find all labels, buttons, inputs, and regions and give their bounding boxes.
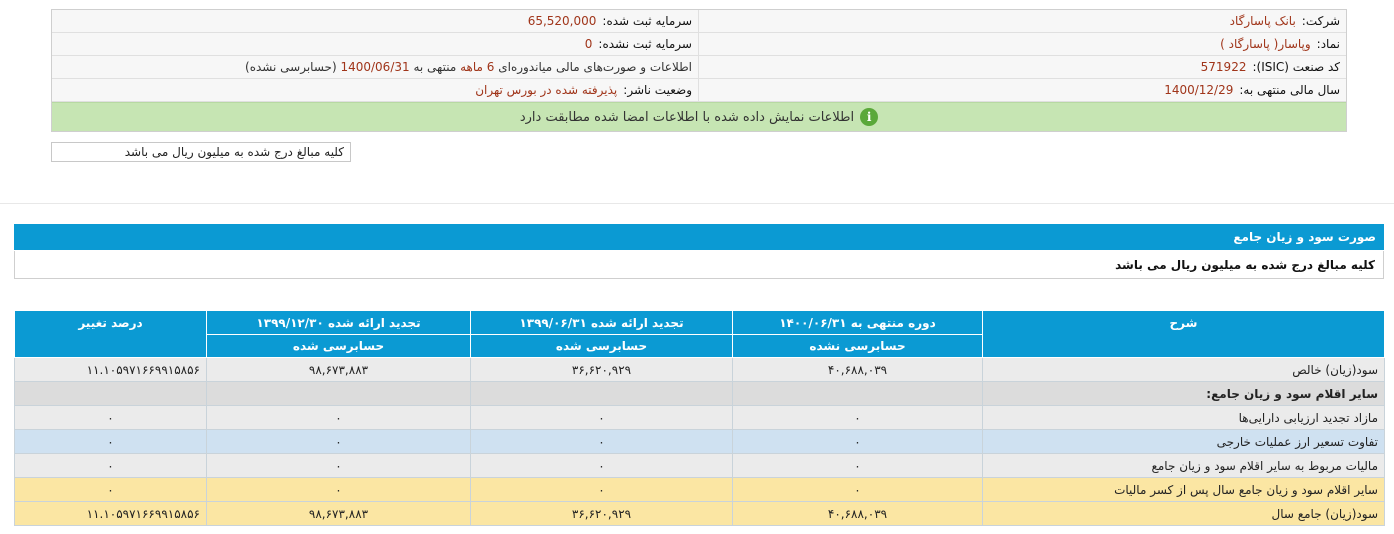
- row-value-col2: ۰: [470, 429, 733, 454]
- report-status: (حسابرسی نشده): [245, 60, 337, 74]
- row-value-col1: ۴۰,۶۸۸,۰۳۹: [732, 357, 983, 382]
- income-statement-table: شرح دوره منتهی به ۱۴۰۰/۰۶/۳۱ تجدید ارائه…: [14, 310, 1385, 526]
- row-desc: مالیات مربوط به سایر اقلام سود و زیان جا…: [982, 453, 1385, 478]
- row-desc: سایر اقلام سود و زیان جامع:: [982, 381, 1385, 406]
- row-value-col4: ۰: [14, 429, 207, 454]
- company-value: بانک پاسارگاد: [1229, 14, 1296, 28]
- report-date: 1400/06/31: [340, 60, 410, 74]
- verification-notice: i اطلاعات نمایش داده شده با اطلاعات امضا…: [52, 102, 1346, 131]
- row-value-col3: ۹۸,۶۷۳,۸۸۳: [206, 501, 471, 526]
- info-row-isic: کد صنعت (ISIC): 571922 اطلاعات و صورت‌ها…: [52, 56, 1346, 79]
- row-value-col2: ۳۶,۶۲۰,۹۲۹: [470, 357, 733, 382]
- statement-units: کلیه مبالغ درج شده به میلیون ریال می باش…: [1115, 257, 1375, 272]
- row-value-col3: ۰: [206, 453, 471, 478]
- row-value-col3: ۰: [206, 429, 471, 454]
- table-row: تفاوت تسعیر ارز عملیات خارجی ۰ ۰ ۰ ۰: [14, 429, 1385, 454]
- unregistered-capital-cell: سرمایه ثبت نشده: 0: [52, 33, 699, 55]
- fiscal-value: 1400/12/29: [1164, 83, 1234, 97]
- row-desc: تفاوت تسعیر ارز عملیات خارجی: [982, 429, 1385, 454]
- row-value-col4: ۱۱.۱۰۵۹۷۱۶۶۹۹۱۵۸۵۶: [14, 501, 207, 526]
- subheader-col1: حسابرسی نشده: [732, 334, 983, 358]
- table-row-section: سایر اقلام سود و زیان جامع:: [14, 381, 1385, 406]
- header-desc: شرح: [982, 310, 1385, 358]
- isic-cell: کد صنعت (ISIC): 571922: [699, 56, 1346, 78]
- row-value-col1: ۴۰,۶۸۸,۰۳۹: [732, 501, 983, 526]
- report-cell: اطلاعات و صورت‌های مالی میاندوره‌ای 6 ما…: [52, 56, 699, 78]
- company-cell: شرکت: بانک پاسارگاد: [699, 10, 1346, 32]
- isic-value: 571922: [1200, 60, 1247, 74]
- capital-label: سرمایه ثبت شده:: [602, 14, 692, 28]
- row-value-col4: ۰: [14, 477, 207, 502]
- table-subheader-row: حسابرسی نشده حسابرسی شده حسابرسی شده: [15, 334, 1385, 358]
- table-row: مالیات مربوط به سایر اقلام سود و زیان جا…: [14, 453, 1385, 478]
- row-value-col1: ۰: [732, 405, 983, 430]
- table-row: سود(زیان) جامع سال ۴۰,۶۸۸,۰۳۹ ۳۶,۶۲۰,۹۲۹…: [14, 501, 1385, 526]
- row-value-col2: [470, 381, 733, 406]
- row-desc: مازاد تجدید ارزیابی دارایی‌ها: [982, 405, 1385, 430]
- symbol-value: وپاسار( پاسارگاد ): [1220, 37, 1311, 51]
- row-value-col1: ۰: [732, 453, 983, 478]
- isic-label: کد صنعت (ISIC):: [1252, 60, 1340, 74]
- row-value-col3: ۹۸,۶۷۳,۸۸۳: [206, 357, 471, 382]
- statement-units-bar: کلیه مبالغ درج شده به میلیون ریال می باش…: [14, 251, 1384, 279]
- subheader-col2: حسابرسی شده: [470, 334, 733, 358]
- row-value-col2: ۳۶,۶۲۰,۹۲۹: [470, 501, 733, 526]
- header-period-1399-06: تجدید ارائه شده ۱۳۹۹/۰۶/۳۱: [470, 310, 733, 335]
- header-period-1400: دوره منتهی به ۱۴۰۰/۰۶/۳۱: [732, 310, 983, 335]
- row-value-col4: ۰: [14, 405, 207, 430]
- row-value-col1: ۰: [732, 477, 983, 502]
- row-value-col1: [732, 381, 983, 406]
- publisher-cell: وضعیت ناشر: پذیرفته شده در بورس تهران: [52, 79, 699, 101]
- report-prefix: اطلاعات و صورت‌های مالی میاندوره‌ای: [498, 60, 692, 74]
- row-value-col3: ۰: [206, 477, 471, 502]
- table-header-row: شرح دوره منتهی به ۱۴۰۰/۰۶/۳۱ تجدید ارائه…: [14, 310, 1385, 358]
- row-value-col2: ۰: [470, 453, 733, 478]
- report-period: 6 ماهه: [460, 60, 495, 74]
- table-row: مازاد تجدید ارزیابی دارایی‌ها ۰ ۰ ۰ ۰: [14, 405, 1385, 430]
- info-row-symbol: نماد: وپاسار( پاسارگاد ) سرمایه ثبت نشده…: [52, 33, 1346, 56]
- capital-cell: سرمایه ثبت شده: 65,520,000: [52, 10, 699, 32]
- table-row: سود(زیان) خالص ۴۰,۶۸۸,۰۳۹ ۳۶,۶۲۰,۹۲۹ ۹۸,…: [14, 357, 1385, 382]
- header-change-percent: درصد تغییر: [14, 310, 207, 358]
- row-value-col3: ۰: [206, 405, 471, 430]
- symbol-cell: نماد: وپاسار( پاسارگاد ): [699, 33, 1346, 55]
- row-value-col4: ۰: [14, 453, 207, 478]
- fiscal-label: سال مالی منتهی به:: [1239, 83, 1340, 97]
- unregistered-capital-value: 0: [584, 37, 593, 51]
- row-value-col3: [206, 381, 471, 406]
- info-row-company: شرکت: بانک پاسارگاد سرمایه ثبت شده: 65,5…: [52, 10, 1346, 33]
- header-period-1399-12: تجدید ارائه شده ۱۳۹۹/۱۲/۳۰: [206, 310, 471, 335]
- row-desc: سود(زیان) خالص: [982, 357, 1385, 382]
- publisher-label: وضعیت ناشر:: [623, 83, 692, 97]
- statement-title-bar: صورت سود و زیان جامع: [14, 224, 1384, 250]
- info-row-fiscal: سال مالی منتهی به: 1400/12/29 وضعیت ناشر…: [52, 79, 1346, 102]
- info-icon: i: [860, 108, 879, 126]
- row-value-col2: ۰: [470, 405, 733, 430]
- statement-title: صورت سود و زیان جامع: [1233, 230, 1376, 244]
- divider: [0, 203, 1394, 204]
- row-value-col4: ۱۱.۱۰۵۹۷۱۶۶۹۹۱۵۸۵۶: [14, 357, 207, 382]
- table-row: سایر اقلام سود و زیان جامع سال پس از کسر…: [14, 477, 1385, 502]
- notice-text: اطلاعات نمایش داده شده با اطلاعات امضا ش…: [519, 109, 855, 125]
- subheader-col3: حسابرسی شده: [206, 334, 471, 358]
- units-note-text: کلیه مبالغ درج شده به میلیون ریال می باش…: [124, 145, 344, 159]
- units-note-box: کلیه مبالغ درج شده به میلیون ریال می باش…: [51, 142, 351, 162]
- company-label: شرکت:: [1301, 14, 1340, 28]
- publisher-value: پذیرفته شده در بورس تهران: [475, 83, 618, 97]
- row-value-col4: [14, 381, 207, 406]
- row-value-col1: ۰: [732, 429, 983, 454]
- row-value-col2: ۰: [470, 477, 733, 502]
- symbol-label: نماد:: [1316, 37, 1340, 51]
- unregistered-capital-label: سرمایه ثبت نشده:: [598, 37, 692, 51]
- capital-value: 65,520,000: [527, 14, 597, 28]
- report-description: اطلاعات و صورت‌های مالی میاندوره‌ای 6 ما…: [245, 60, 692, 74]
- company-info-box: شرکت: بانک پاسارگاد سرمایه ثبت شده: 65,5…: [51, 9, 1347, 132]
- report-mid: منتهی به: [413, 60, 457, 74]
- fiscal-cell: سال مالی منتهی به: 1400/12/29: [699, 79, 1346, 101]
- row-desc: سود(زیان) جامع سال: [982, 501, 1385, 526]
- row-desc: سایر اقلام سود و زیان جامع سال پس از کسر…: [982, 477, 1385, 502]
